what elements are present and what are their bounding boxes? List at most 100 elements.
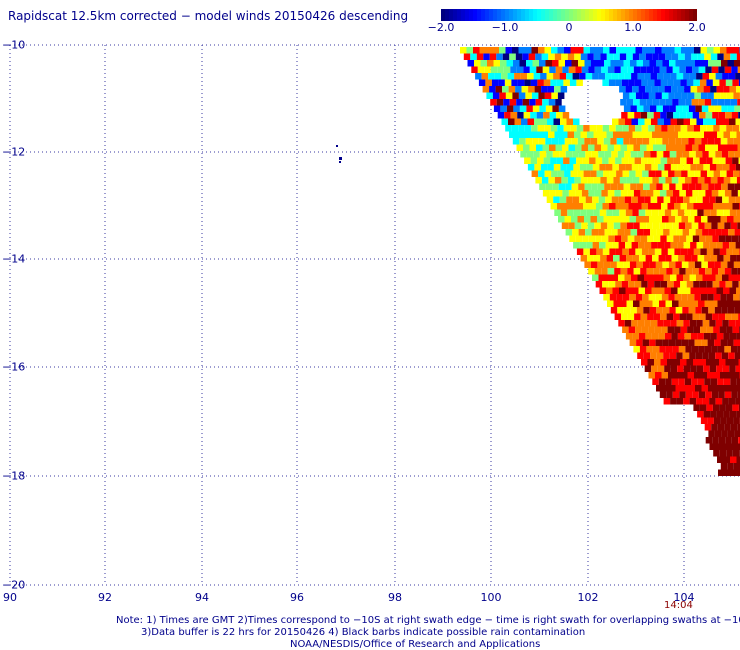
swath-cell <box>714 307 722 314</box>
swath-cell <box>715 151 722 158</box>
swath-cell <box>513 60 520 67</box>
swath-cell <box>690 287 697 294</box>
swath-cell <box>713 248 720 255</box>
swath-cell <box>471 66 478 73</box>
swath-cell <box>720 339 728 346</box>
latitude-label: −16 <box>2 360 26 374</box>
swath-cell <box>595 235 602 242</box>
swath-cell <box>652 99 660 106</box>
swath-cell <box>649 60 656 67</box>
swath-cell <box>485 79 492 86</box>
swath-cell <box>516 99 523 106</box>
swath-cell <box>631 274 638 281</box>
swath-cell <box>549 112 557 119</box>
colorbar-segment <box>553 9 558 21</box>
swath-cell <box>690 209 698 216</box>
swath-cell <box>577 47 584 54</box>
swath-cell <box>731 112 739 119</box>
swath-cell <box>549 66 556 73</box>
swath-cell <box>612 209 620 216</box>
swath-cell <box>575 144 582 151</box>
swath-cell <box>737 268 740 275</box>
swath-cell <box>724 346 731 353</box>
swath-cell <box>692 391 699 398</box>
swath-cell <box>733 463 740 470</box>
swath-cell <box>687 47 694 54</box>
swath-cell <box>622 294 630 301</box>
swath-cell <box>557 125 564 132</box>
swath-cell <box>698 222 705 229</box>
swath-cell <box>687 170 695 177</box>
swath-cell <box>721 229 729 236</box>
swath-cell <box>511 79 518 86</box>
swath-cell <box>620 190 628 197</box>
swath-cell <box>704 255 711 262</box>
swath-cell <box>609 248 616 255</box>
swath-cell <box>665 378 672 385</box>
swath-cell <box>654 281 661 288</box>
swath-cell <box>701 307 709 314</box>
swath-cell <box>716 365 723 372</box>
swath-cell <box>675 307 683 314</box>
swath-cell <box>639 255 646 262</box>
swath-cell <box>647 359 654 366</box>
swath-cell <box>660 359 667 366</box>
swath-cell <box>460 47 467 54</box>
swath-cell <box>566 118 573 125</box>
swath-cell <box>654 326 662 333</box>
swath-cell <box>686 157 694 164</box>
swath-cell <box>564 216 571 223</box>
swath-cell <box>620 66 628 73</box>
swath-cell <box>614 144 621 151</box>
swath-cell <box>628 326 636 333</box>
swath-cell <box>694 170 701 177</box>
swath-cell <box>633 99 640 106</box>
swath-cell <box>505 92 513 99</box>
swath-cell <box>621 79 629 86</box>
swath-cell <box>499 47 506 54</box>
swath-cell <box>523 112 531 119</box>
swath-cell <box>644 365 652 372</box>
swath-cell <box>728 274 735 281</box>
swath-cell <box>732 248 740 255</box>
swath-cell <box>674 372 681 379</box>
swath-cell <box>520 73 528 80</box>
swath-cell <box>622 326 629 333</box>
swath-cell <box>619 53 627 60</box>
swath-cell <box>637 229 644 236</box>
swath-cell <box>663 398 671 405</box>
swath-cell <box>554 209 561 216</box>
swath-cell <box>679 391 686 398</box>
swath-cell <box>686 313 693 320</box>
swath-cell <box>590 47 597 54</box>
swath-cell <box>591 60 598 67</box>
swath-cell <box>548 53 555 60</box>
swath-cell <box>621 235 628 242</box>
swath-cell <box>634 112 641 119</box>
swath-cell <box>567 53 575 60</box>
swath-cell <box>556 157 564 164</box>
swath-cell <box>606 287 613 294</box>
swath-cell <box>657 118 664 125</box>
colorbar-segment <box>633 9 638 21</box>
swath-cell <box>699 79 707 86</box>
swath-cell <box>661 372 668 379</box>
swath-cell <box>492 47 499 54</box>
swath-cell <box>727 430 735 437</box>
swath-cell <box>649 105 657 112</box>
swath-cell <box>563 203 570 210</box>
swath-cell <box>692 190 699 197</box>
swath-cell <box>672 222 679 229</box>
swath-cell <box>575 235 583 242</box>
swath-cell <box>683 365 691 372</box>
swath-cell <box>638 333 646 340</box>
swath-cell <box>612 287 619 294</box>
swath-cell <box>667 79 674 86</box>
swath-cell <box>630 183 637 190</box>
swath-cell <box>513 105 520 112</box>
swath-cell <box>722 73 729 80</box>
swath-cell <box>669 183 676 190</box>
swath-cell <box>558 183 566 190</box>
colorbar-segment <box>541 9 546 21</box>
swath-cell <box>611 229 618 236</box>
